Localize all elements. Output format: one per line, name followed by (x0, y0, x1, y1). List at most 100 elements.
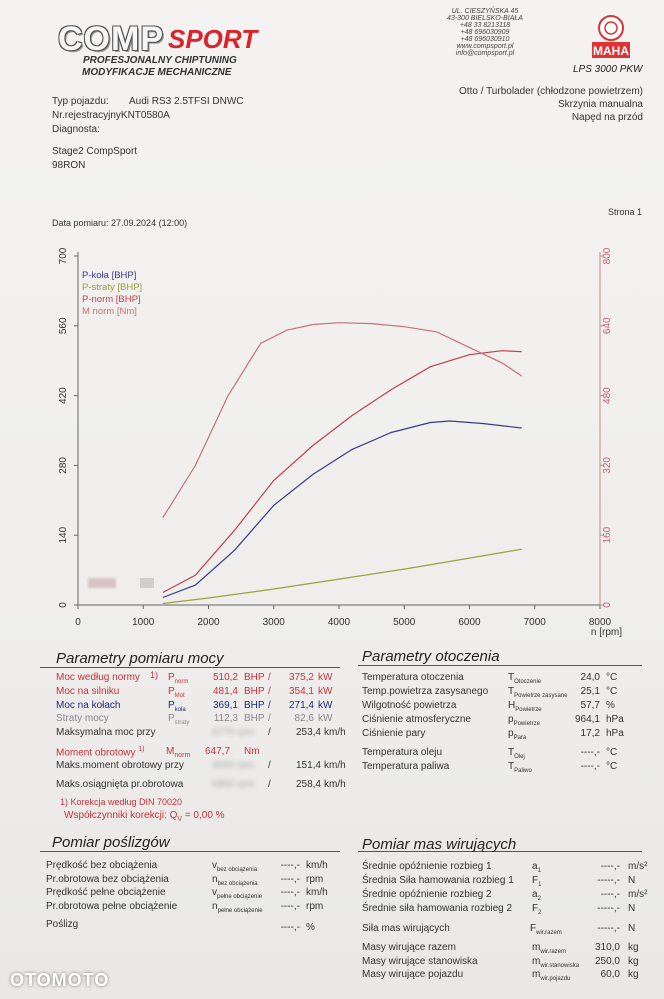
moc-row-symbol: Pstraty (168, 713, 190, 726)
masy-row-label: Średnie opóźnienie rozbieg 2 (362, 889, 492, 900)
moc-row-label: Moc na kołach (56, 700, 121, 711)
otoczenie-row-symbol: TOtoczenie (508, 672, 542, 685)
sila-mas-label: Siła mas wirujących (362, 923, 450, 934)
masy-row-label: Średnie opóźnienie rozbieg 1 (362, 861, 492, 872)
otomoto-watermark: OTOMOTO (10, 970, 110, 990)
masy-row-unit: m/s² (628, 889, 648, 900)
otoczenie-row-unit: °C (606, 747, 618, 758)
poslizg-row-unit: rpm (306, 874, 324, 885)
section-rule (358, 665, 642, 666)
stage-label: Stage2 CompSport (52, 146, 138, 157)
masa-row-value: 60,0 (600, 969, 620, 980)
otoczenie-row-unit: hPa (606, 714, 624, 725)
korekcja-label: 1) Korekcja według DIN 70020 (60, 797, 183, 807)
section-title-masy: Pomiar mas wirujących (362, 836, 517, 853)
poslizg-row-label: Pr.obrotowa bez obciążenia (46, 874, 169, 885)
y-right-tick-label: 0 (602, 602, 613, 608)
masy-row-value: -----,- (597, 903, 620, 914)
moc-row-bhp-unit: BHP (244, 700, 265, 711)
compsport-logo-comp: COMP (58, 20, 164, 58)
otoczenie-row-symbol: TPowietrze zasysane (508, 686, 568, 699)
masa-row-value: 310,0 (594, 942, 620, 953)
masy-row-value: ----,- (600, 861, 620, 872)
measurement-date: Data pomiaru: 27.09.2024 (12:00) (52, 218, 188, 228)
legend-entry: M norm [Nm] (82, 306, 137, 317)
masa-row-symbol: mwir.pojazdu (532, 969, 571, 982)
max-moc-rpm-blurred: 6775 rpm (212, 727, 255, 738)
y-right-tick-label: 320 (602, 457, 613, 474)
moc-row-bhp-unit: BHP (244, 713, 265, 724)
masa-row-value: 250,0 (594, 956, 620, 967)
moc-row-kw-value: 354,1 (288, 686, 314, 697)
moc-row-bhp-unit: BHP (244, 672, 265, 683)
poslizg-row-label: Prędkość pełne obciążenie (46, 887, 166, 898)
moc-row-bhp-unit: BHP (244, 686, 265, 697)
otoczenie-row-label: Temperatura otoczenia (362, 672, 464, 683)
maks-obr-speed: 258,4 (295, 779, 321, 790)
moc-row-kw-value: 375,2 (288, 672, 314, 683)
max-moc-unit: km/h (324, 727, 346, 738)
svg-text:MAHA: MAHA (593, 44, 629, 58)
otoczenie-row-label: Wilgotność powietrza (362, 700, 457, 711)
masy-row-label: Średnie siła hamowania rozbieg 2 (362, 903, 513, 914)
otoczenie-row-unit: °C (606, 761, 618, 772)
maha-logo-icon: MAHA (592, 15, 630, 58)
masy-row-symbol: a2 (532, 889, 541, 902)
moc-row-kw-unit: kW (318, 686, 333, 697)
y-left-tick-label: 420 (58, 387, 69, 404)
y-right-tick-label: 800 (602, 247, 613, 264)
masy-row-symbol: F1 (532, 875, 542, 888)
poslizg-row-symbol: npełne obciążenie (212, 901, 263, 914)
otoczenie-row-value: ----,- (580, 761, 600, 772)
x-tick-label: 2000 (197, 617, 220, 628)
moment-symbol: Mnorm (166, 746, 191, 759)
max-moc-label: Maksymalna moc przy (56, 727, 156, 738)
masy-row-symbol: a1 (532, 861, 541, 874)
x-tick-label: 3000 (263, 617, 286, 628)
address-block: UL. CIESZYŃSKA 45 43-300 BIELSKO-BIAŁA +… (447, 8, 523, 57)
masy-row-unit: N (628, 875, 636, 886)
y-left-tick-label: 280 (58, 457, 69, 474)
moc-row-slash: / (268, 672, 271, 683)
page-number: Strona 1 (607, 207, 642, 217)
drive: Napęd na przód (571, 112, 643, 123)
moment-unit: Nm (244, 746, 260, 757)
moc-row-kw-unit: kW (318, 672, 333, 683)
poslizg-row-value: ----,- (280, 860, 300, 871)
otoczenie-row-value: 57,7 (580, 700, 600, 711)
poslizg-row-value: ----,- (280, 874, 300, 885)
otoczenie-row-unit: % (606, 700, 615, 711)
section-title-poslizgow: Pomiar poślizgów (52, 834, 170, 851)
maks-moment-speed: 151,4 (295, 760, 321, 771)
series-line-0 (162, 420, 522, 599)
otoczenie-row-value: 25,1 (580, 686, 600, 697)
redacted-mark (140, 578, 154, 588)
poslizg-row-unit: rpm (306, 901, 324, 912)
poslizg-row-value: ----,- (280, 887, 300, 898)
lps-model: LPS 3000 PKW (573, 64, 643, 75)
otoczenie-row-unit: °C (606, 686, 618, 697)
masy-row-unit: N (628, 903, 636, 914)
poslizg-row-symbol: vbez obciążenia (212, 860, 258, 873)
otoczenie-row-symbol: TOlej (508, 747, 525, 760)
moc-row-label: Straty mocy (56, 713, 109, 724)
section-title-otoczenia: Parametry otoczenia (362, 648, 500, 665)
poslizg-row-value: ----,- (280, 901, 300, 912)
otoczenie-row-label: Ciśnienie pary (362, 728, 426, 739)
section-rule (40, 667, 340, 668)
masy-row-value: ----,- (600, 889, 620, 900)
masa-row-symbol: mwir.razem (532, 942, 567, 955)
diagnosta-label: Diagnosta: (52, 124, 100, 135)
poslizg-value: ----,- (280, 922, 300, 933)
moc-row-kw-value: 271,4 (288, 700, 314, 711)
maks-obr-label: Maks.osiągnięta pr.obrotowa (56, 779, 184, 790)
moc-row-label: Moc na silniku (56, 686, 120, 697)
moc-row-bhp-value: 369,1 (212, 700, 238, 711)
x-tick-label: 7000 (524, 617, 547, 628)
masa-row-label: Masy wirujące razem (362, 942, 456, 953)
y-left-tick-label: 560 (58, 317, 69, 334)
y-right-tick-label: 640 (602, 317, 613, 334)
poslizg-row-symbol: vpełne obciążenie (212, 887, 263, 900)
max-moc-speed: 253,4 (295, 727, 321, 738)
